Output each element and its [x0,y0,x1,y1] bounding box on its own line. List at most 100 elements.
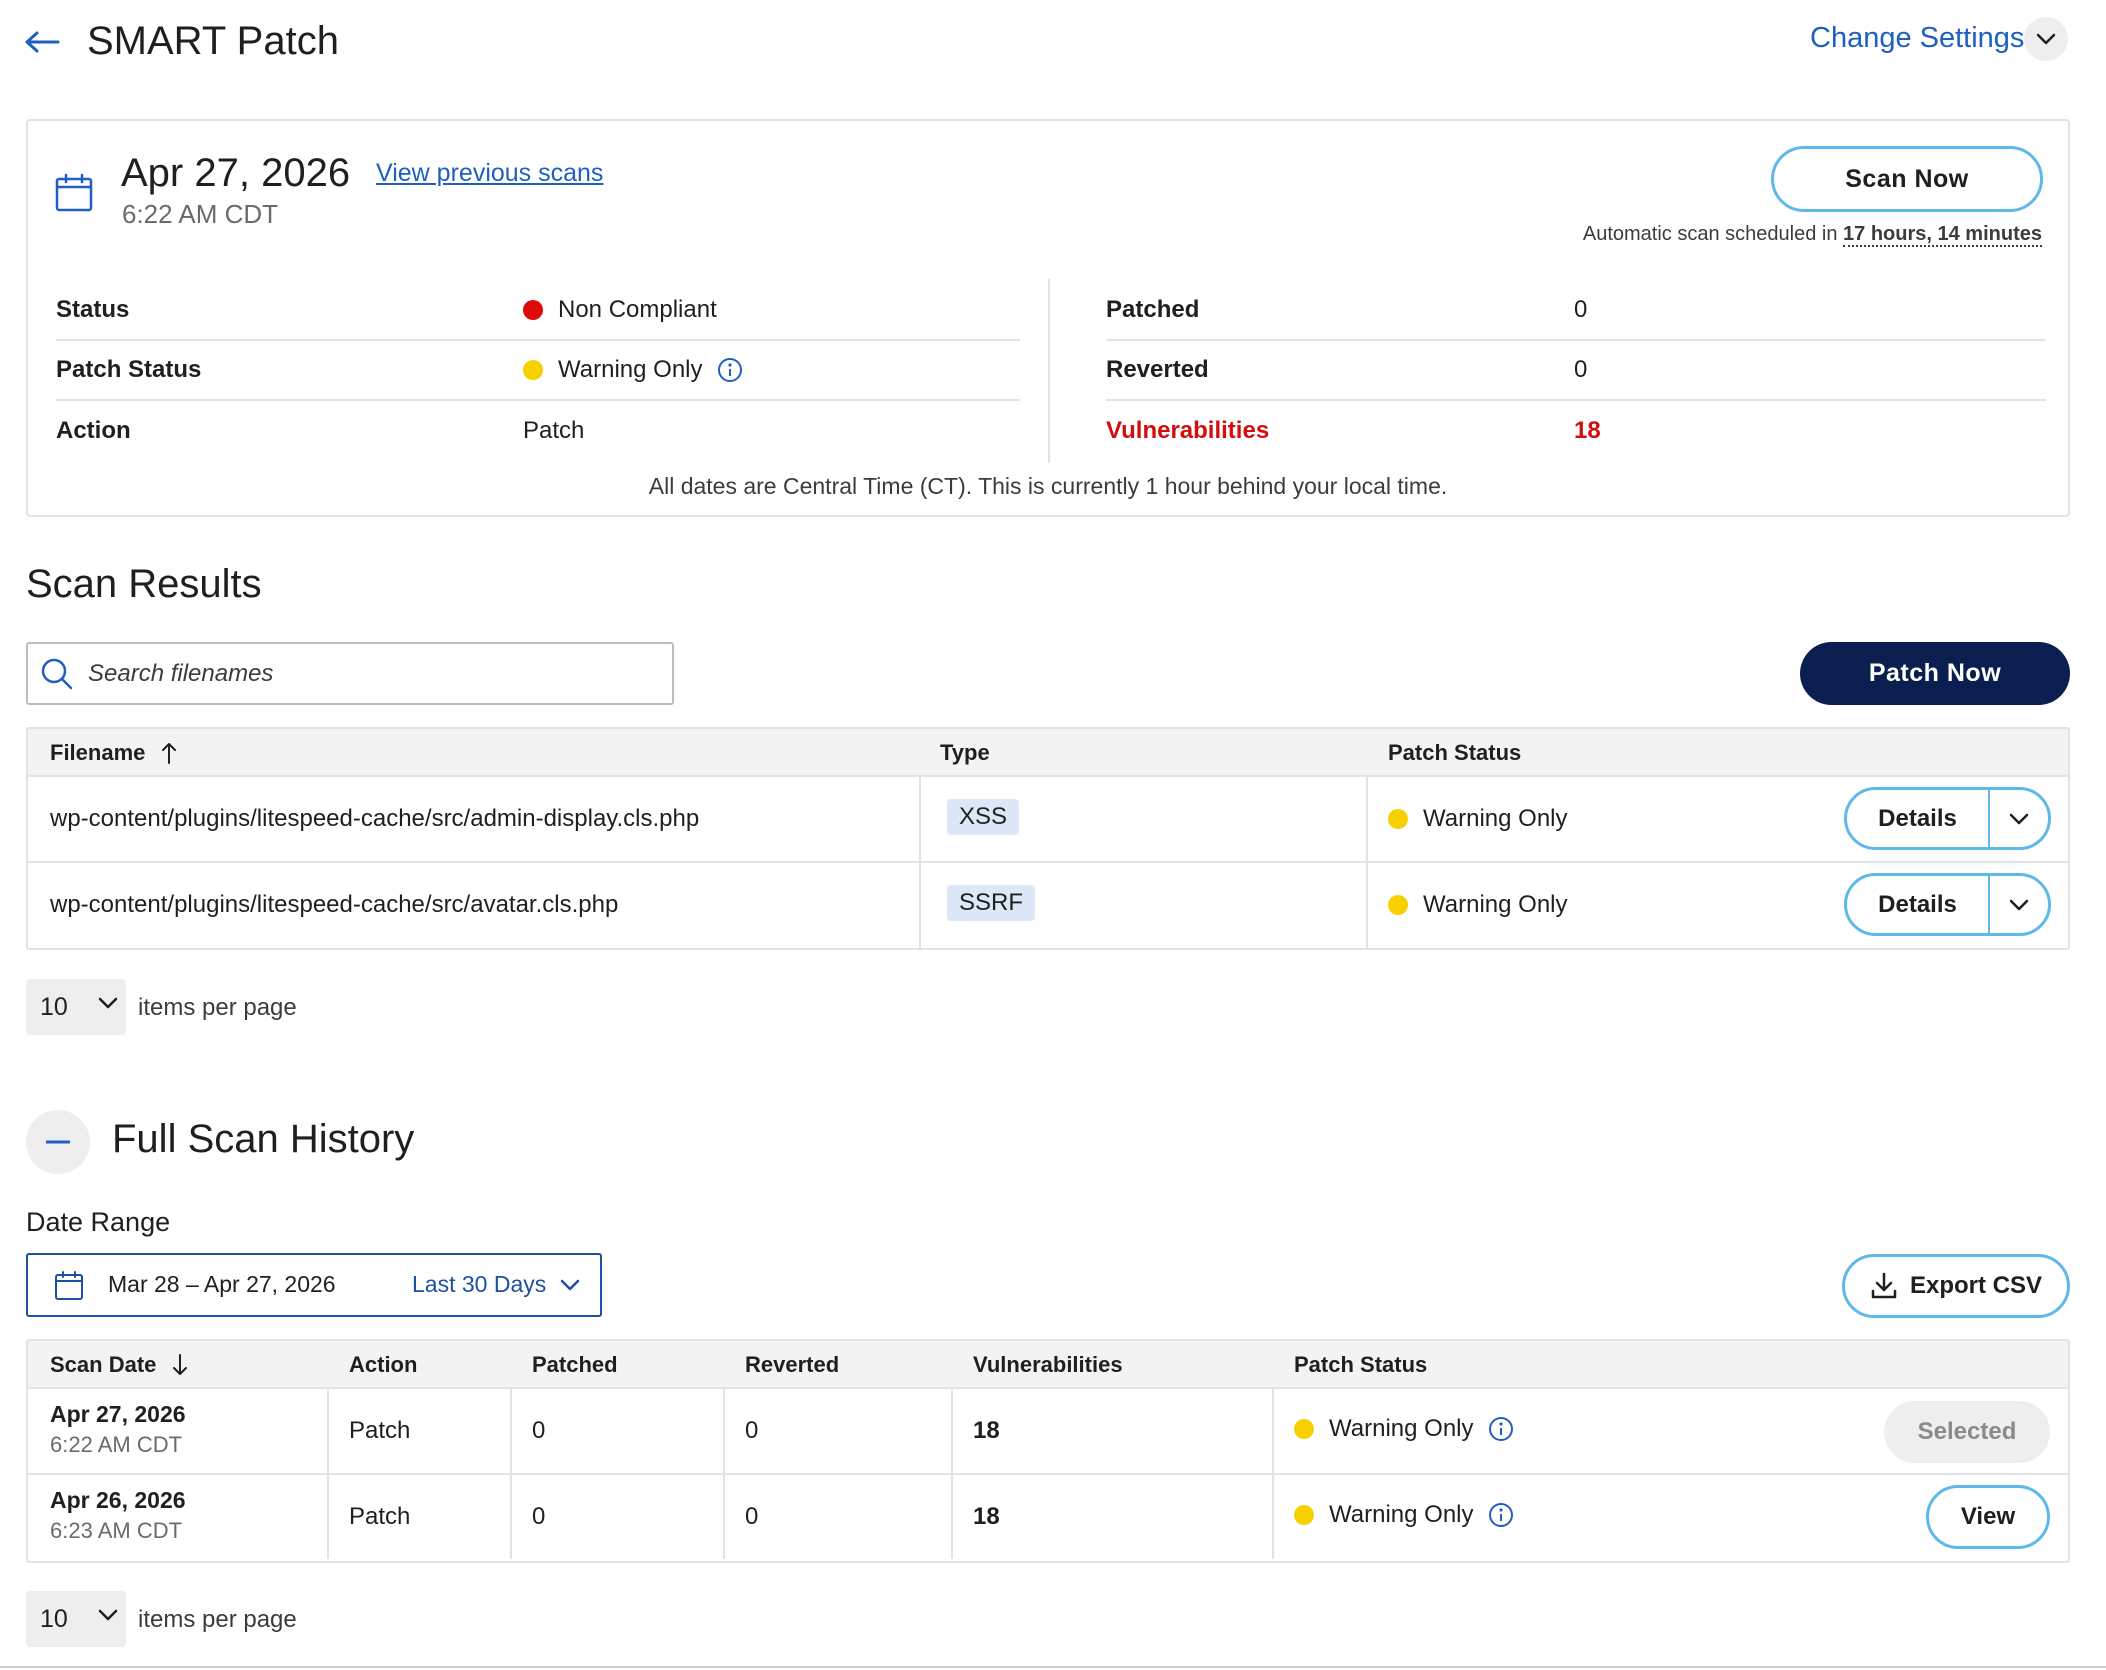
date-range-value: Mar 28 – Apr 27, 2026 [108,1271,336,1297]
back-arrow-icon[interactable] [22,22,62,62]
patch-now-button[interactable]: Patch Now [1800,642,2070,705]
column-divider [919,777,921,861]
status-label: Status [56,296,130,323]
summary-row-patch-status: Patch Status Warning Only [56,341,1020,401]
view-previous-scans-link[interactable]: View previous scans [376,159,604,187]
change-settings-link[interactable]: Change Settings [1810,22,2025,54]
vulnerabilities-column-header: Vulnerabilities [973,1352,1123,1377]
search-input[interactable] [88,659,648,688]
chevron-down-icon [98,1609,118,1621]
vulnerabilities-value: 18 [1574,417,1601,444]
filename-column-header[interactable]: Filename [50,740,177,766]
per-page-label: items per page [138,994,297,1021]
column-divider [723,1389,725,1473]
summary-details-right: Patched 0 Reverted 0 Vulnerabilities 18 [1106,281,2046,461]
patched-column-header: Patched [532,1352,618,1377]
summary-divider [1048,279,1050,463]
patch-status-text: Warning Only [1329,1501,1474,1528]
info-icon[interactable] [717,357,743,383]
details-button[interactable]: Details [1847,876,1990,933]
range-preset-dropdown[interactable]: Last 30 Days [412,1271,580,1298]
calendar-icon [54,1271,84,1301]
scan-date-column-header[interactable]: Scan Date [50,1352,188,1378]
results-per-page-select[interactable]: 10 [26,979,126,1035]
summary-row-patched: Patched 0 [1106,281,2046,341]
column-divider [723,1475,725,1559]
range-preset-label: Last 30 Days [412,1271,547,1297]
full-scan-history-title: Full Scan History [112,1117,415,1161]
patched-cell: 0 [532,1503,546,1530]
patched-label: Patched [1106,296,1200,323]
vulnerabilities-cell: 18 [973,1503,1000,1530]
reverted-cell: 0 [745,1417,759,1444]
patch-status-text: Warning Only [558,356,703,383]
info-icon[interactable] [1488,1502,1514,1528]
settings-chevron-down-icon[interactable] [2024,17,2068,61]
bottom-divider [0,1666,2106,1668]
column-divider [1272,1389,1274,1473]
per-page-value: 10 [40,992,68,1021]
warning-dot-icon [1294,1505,1314,1525]
history-per-page-select[interactable]: 10 [26,1591,126,1647]
search-box[interactable] [26,642,674,705]
status-text: Non Compliant [558,296,717,323]
auto-scan-duration: 17 hours, 14 minutes [1843,223,2042,247]
sort-ascending-icon [161,742,177,764]
table-row: wp-content/plugins/litespeed-cache/src/a… [28,863,2068,948]
summary-row-reverted: Reverted 0 [1106,341,2046,401]
column-divider [1272,1475,1274,1559]
reverted-value: 0 [1574,356,1588,383]
patch-status-label: Patch Status [56,356,202,383]
scan-summary-card: Apr 27, 2026 6:22 AM CDT View previous s… [26,119,2070,517]
date-range-picker[interactable]: Mar 28 – Apr 27, 2026 Last 30 Days [26,1253,602,1317]
patch-status-column-header: Patch Status [1294,1352,1428,1377]
column-divider [1366,777,1368,861]
column-divider [510,1389,512,1473]
column-divider [951,1389,953,1473]
scan-time-text: 6:22 AM CDT [50,1432,183,1457]
reverted-column-header: Reverted [745,1352,840,1377]
minus-icon [46,1140,70,1144]
patched-cell: 0 [532,1417,546,1444]
summary-row-action: Action Patch [56,401,1020,461]
chevron-down-icon[interactable] [1990,790,2048,847]
reverted-cell: 0 [745,1503,759,1530]
scan-time-text: 6:23 AM CDT [50,1518,183,1543]
filename-cell: wp-content/plugins/litespeed-cache/src/a… [50,805,700,832]
chevron-down-icon [560,1279,580,1291]
warning-dot-icon [1388,809,1408,829]
table-row: Apr 26, 2026 6:23 AM CDT Patch 0 0 18 Wa… [28,1475,2068,1559]
patch-status-cell: Warning Only [1294,1415,1514,1443]
reverted-label: Reverted [1106,356,1209,383]
scan-date-text: Apr 26, 2026 [50,1487,186,1513]
details-button[interactable]: Details [1847,790,1990,847]
per-page-label: items per page [138,1606,297,1633]
patch-status-column-header: Patch Status [1388,740,1522,765]
collapse-history-button[interactable] [26,1110,90,1174]
column-divider [951,1475,953,1559]
action-column-header: Action [349,1352,418,1377]
export-csv-button[interactable]: Export CSV [1842,1254,2070,1318]
view-button[interactable]: View [1926,1485,2050,1549]
info-icon[interactable] [1488,1416,1514,1442]
table-row: Apr 27, 2026 6:22 AM CDT Patch 0 0 18 Wa… [28,1389,2068,1475]
status-dot-icon [523,300,543,320]
scan-results-title: Scan Results [26,562,262,606]
column-divider [919,863,921,948]
action-label: Action [56,417,131,444]
column-divider [327,1475,329,1559]
filename-cell: wp-content/plugins/litespeed-cache/src/a… [50,891,619,918]
table-row: wp-content/plugins/litespeed-cache/src/a… [28,777,2068,863]
patched-value: 0 [1574,296,1588,323]
patch-status-text: Warning Only [1423,805,1568,832]
date-range-label: Date Range [26,1207,171,1237]
summary-row-vulnerabilities: Vulnerabilities 18 [1106,401,2046,461]
details-button-group: Details [1844,787,2051,850]
scan-now-button[interactable]: Scan Now [1771,146,2043,212]
chevron-down-icon [98,997,118,1009]
action-cell: Patch [349,1503,411,1530]
per-page-value: 10 [40,1604,68,1633]
export-csv-label: Export CSV [1909,1272,2043,1299]
warning-dot-icon [523,360,543,380]
chevron-down-icon[interactable] [1990,876,2048,933]
